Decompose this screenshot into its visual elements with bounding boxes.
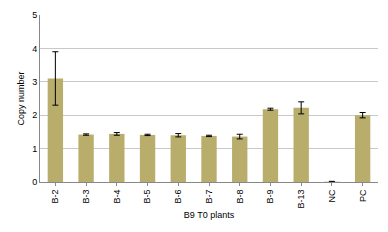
svg-text:4: 4: [32, 44, 37, 54]
svg-text:5: 5: [32, 10, 37, 20]
svg-text:B9 T0 plants: B9 T0 plants: [184, 210, 235, 220]
svg-text:B-2: B-2: [50, 190, 60, 204]
svg-text:B-13: B-13: [296, 190, 306, 209]
svg-text:3: 3: [32, 77, 37, 87]
svg-text:B-7: B-7: [204, 190, 214, 204]
svg-text:B-3: B-3: [81, 190, 91, 204]
svg-text:PC: PC: [358, 189, 368, 202]
svg-text:0: 0: [32, 177, 37, 187]
svg-text:2: 2: [32, 110, 37, 120]
svg-text:B-8: B-8: [235, 190, 245, 204]
svg-text:NC: NC: [327, 189, 337, 202]
svg-text:B-9: B-9: [265, 190, 275, 204]
svg-text:1: 1: [32, 144, 37, 154]
svg-text:Copy number: Copy number: [16, 71, 26, 125]
svg-text:B-4: B-4: [112, 190, 122, 204]
svg-text:B-6: B-6: [173, 190, 183, 204]
svg-text:B-5: B-5: [142, 190, 152, 204]
